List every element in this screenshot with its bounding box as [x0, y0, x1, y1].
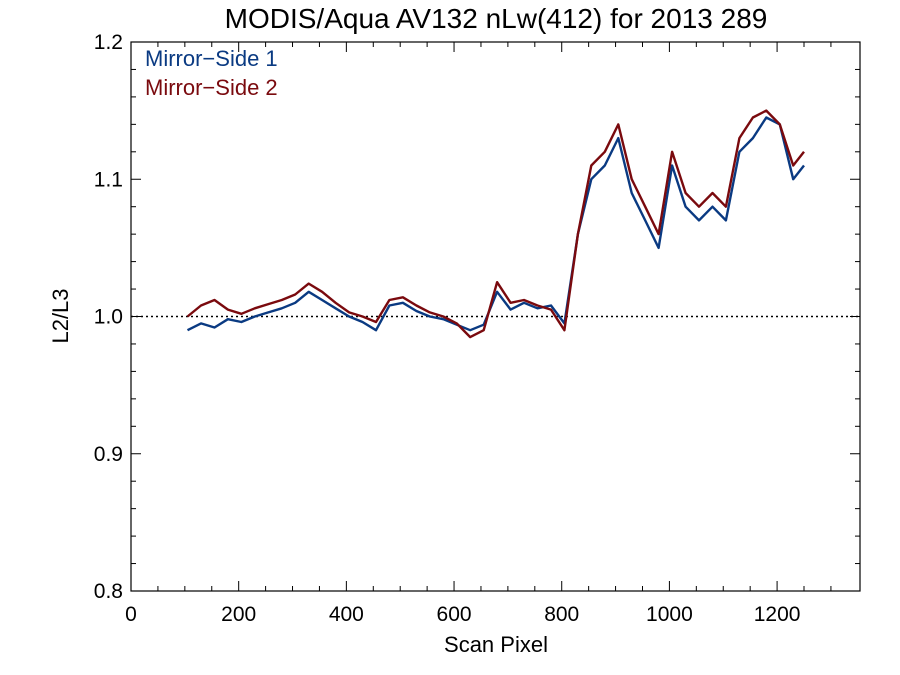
plot-area [131, 109, 860, 339]
y-tick-label: 0.8 [94, 580, 123, 603]
plot-frame [130, 41, 861, 592]
y-axis-label: L2/L3 [48, 288, 73, 343]
y-tick-label: 1.2 [94, 31, 123, 54]
chart-title: MODIS/Aqua AV132 nLw(412) for 2013 289 [225, 3, 768, 34]
y-tick-label: 1.1 [94, 168, 123, 191]
x-tick-label: 400 [329, 603, 364, 626]
legend: Mirror−Side 1 Mirror−Side 2 [145, 46, 278, 100]
series-line-2 [186, 109, 805, 339]
x-axis: 0 200 400 600 800 1000 1200 [125, 42, 832, 626]
y-tick-label: 0.9 [94, 443, 123, 466]
y-tick-label: 1.0 [94, 306, 123, 329]
legend-entry-ms2: Mirror−Side 2 [145, 75, 278, 100]
series-line-1 [186, 116, 805, 332]
x-tick-label: 200 [221, 603, 256, 626]
x-tick-label: 600 [437, 603, 472, 626]
x-tick-label: 800 [544, 603, 579, 626]
x-tick-label: 0 [125, 603, 137, 626]
x-tick-label: 1200 [754, 603, 801, 626]
legend-entry-ms1: Mirror−Side 1 [145, 46, 278, 71]
y-axis: 0.8 0.9 1.0 1.1 1.2 [94, 31, 860, 603]
x-axis-label: Scan Pixel [444, 632, 548, 657]
x-tick-label: 1000 [646, 603, 693, 626]
